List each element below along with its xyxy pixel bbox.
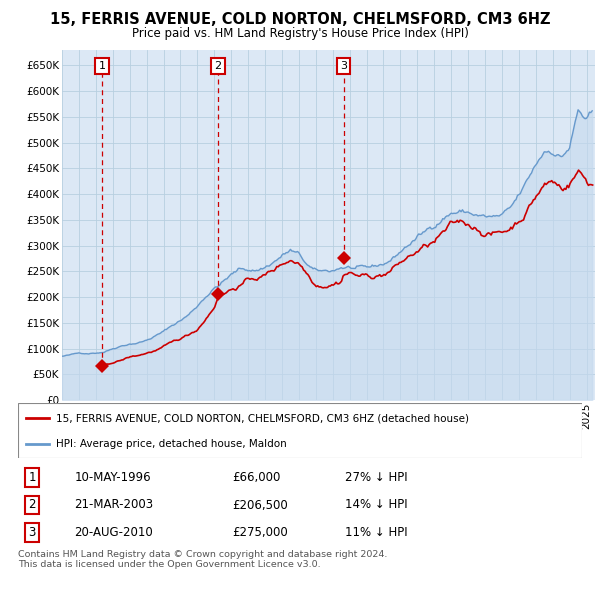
Text: £66,000: £66,000 [232,471,281,484]
Text: HPI: Average price, detached house, Maldon: HPI: Average price, detached house, Mald… [56,439,287,449]
FancyBboxPatch shape [18,403,582,458]
Text: 21-MAR-2003: 21-MAR-2003 [74,499,154,512]
Text: 14% ↓ HPI: 14% ↓ HPI [345,499,408,512]
Text: 3: 3 [340,61,347,71]
Text: 2: 2 [28,499,36,512]
Text: 15, FERRIS AVENUE, COLD NORTON, CHELMSFORD, CM3 6HZ: 15, FERRIS AVENUE, COLD NORTON, CHELMSFO… [50,12,550,28]
Text: 1: 1 [28,471,36,484]
Text: Contains HM Land Registry data © Crown copyright and database right 2024.
This d: Contains HM Land Registry data © Crown c… [18,550,388,569]
Text: 10-MAY-1996: 10-MAY-1996 [74,471,151,484]
Text: 20-AUG-2010: 20-AUG-2010 [74,526,153,539]
Text: 2: 2 [214,61,221,71]
Text: 27% ↓ HPI: 27% ↓ HPI [345,471,408,484]
Text: £275,000: £275,000 [232,526,288,539]
Text: 3: 3 [28,526,36,539]
Text: 15, FERRIS AVENUE, COLD NORTON, CHELMSFORD, CM3 6HZ (detached house): 15, FERRIS AVENUE, COLD NORTON, CHELMSFO… [56,414,469,424]
Text: 1: 1 [98,61,106,71]
Text: £206,500: £206,500 [232,499,288,512]
Text: Price paid vs. HM Land Registry's House Price Index (HPI): Price paid vs. HM Land Registry's House … [131,27,469,40]
Text: 11% ↓ HPI: 11% ↓ HPI [345,526,408,539]
